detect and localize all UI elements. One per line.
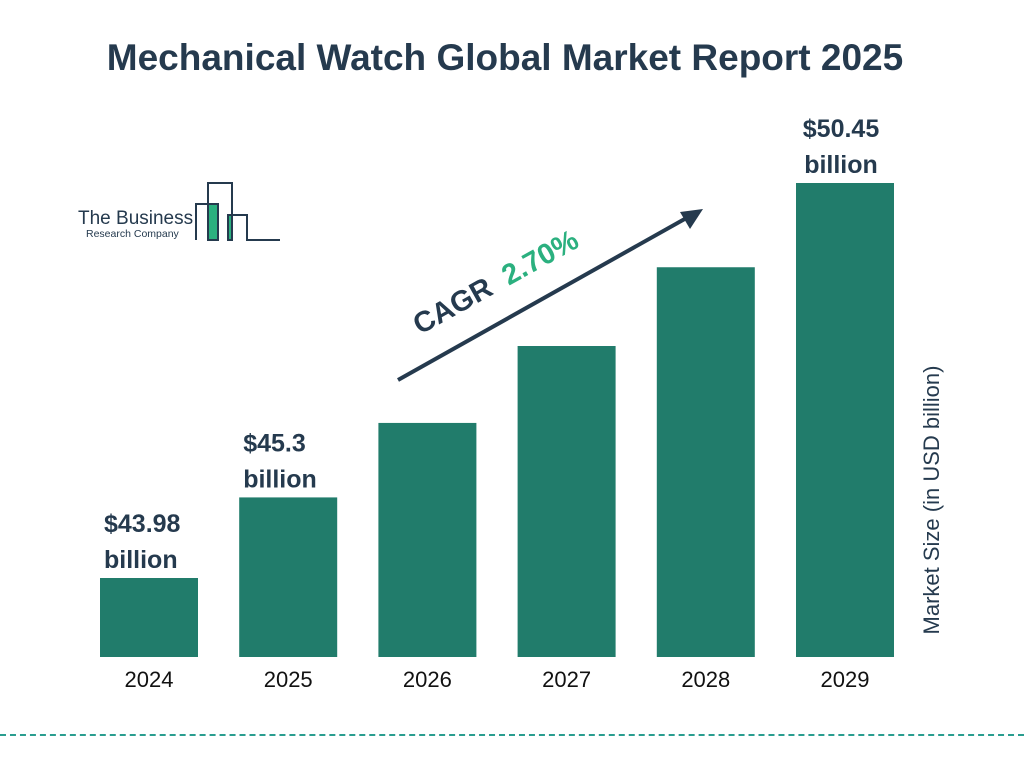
data-label: billion	[243, 465, 317, 493]
data-label: billion	[104, 546, 178, 574]
bar-2027	[517, 346, 616, 657]
bar-2026	[378, 422, 477, 657]
bar-2029	[796, 183, 894, 657]
chart-title: Mechanical Watch Global Market Report 20…	[106, 37, 904, 78]
logo-line1: The Business	[78, 208, 193, 229]
data-label: $43.98	[104, 510, 181, 538]
x-tick-label: 2026	[403, 667, 452, 692]
data-label: billion	[804, 151, 878, 179]
x-tick-label: 2029	[821, 667, 870, 692]
y-axis-label: Market Size (in USD billion)	[919, 365, 944, 635]
bar-2025	[239, 497, 338, 657]
x-tick-label: 2024	[125, 667, 174, 692]
x-tick-label: 2027	[542, 667, 591, 692]
logo-line2: Research Company	[86, 228, 180, 240]
x-tick-label: 2028	[681, 667, 730, 692]
logo: The Business Research Company	[78, 182, 280, 241]
divider	[0, 734, 1024, 736]
data-label: $45.3	[243, 429, 306, 457]
data-label: $50.45	[803, 115, 880, 143]
bar-2028	[656, 267, 755, 657]
x-tick-label: 2025	[264, 667, 313, 692]
bar-2024	[100, 578, 198, 657]
